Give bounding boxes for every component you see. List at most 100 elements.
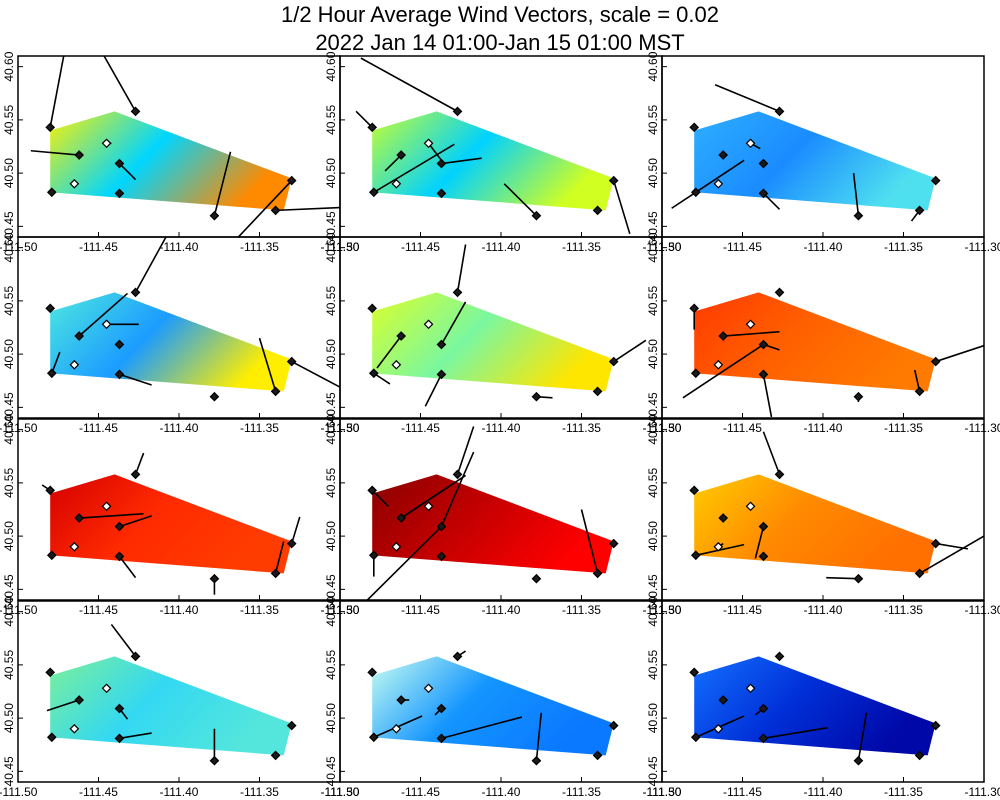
station-marker: [130, 469, 141, 480]
station-marker: [531, 391, 542, 402]
x-tick-label: -111.40: [482, 603, 521, 617]
y-tick-label: 40.50: [646, 703, 660, 733]
wind-vector: [119, 373, 152, 386]
wind-vector: [30, 149, 80, 156]
station-marker: [853, 755, 864, 766]
y-tick-label: 40.50: [2, 521, 16, 551]
wind-vector: [762, 192, 781, 210]
station-marker: [396, 513, 407, 523]
wind-vector: [612, 180, 631, 235]
station-marker: [718, 150, 729, 160]
x-tick-label: -111.50: [0, 603, 38, 617]
map-panel-8: -111.50 -111.45 -111.40 -111.35 -111.3040.45…: [321, 414, 682, 617]
y-tick-label: 40.50: [324, 703, 338, 733]
station-marker: [423, 683, 434, 694]
station-marker: [930, 356, 941, 367]
station-marker: [114, 188, 125, 199]
interpolated-field: [694, 292, 936, 392]
y-tick-label: 40.50: [2, 703, 16, 733]
wind-vector: [456, 426, 475, 475]
station-marker: [130, 287, 141, 298]
y-tick-label: 40.60: [646, 232, 660, 262]
station-marker: [436, 733, 447, 744]
y-tick-label: 40.50: [324, 158, 338, 188]
station-marker: [423, 138, 434, 149]
station-marker: [270, 568, 281, 579]
station-marker: [452, 106, 463, 117]
map-panel-6: -111.50 -111.45 -111.40 -111.35 -111.3040.45…: [643, 232, 1000, 435]
station-marker: [436, 703, 447, 714]
y-tick-label: 40.45: [2, 392, 16, 422]
y-tick-label: 40.55: [324, 468, 338, 498]
station-marker: [130, 651, 141, 662]
wind-vector: [456, 244, 467, 293]
wind-vector: [373, 143, 455, 193]
interpolated-field: [694, 474, 936, 574]
station-marker: [745, 683, 756, 694]
station-marker: [74, 695, 85, 705]
station-marker: [368, 187, 379, 198]
wind-vector: [371, 489, 389, 507]
interpolated-field: [372, 656, 614, 756]
station-marker: [774, 469, 785, 480]
y-tick-label: 40.60: [324, 51, 338, 81]
wind-vector: [682, 343, 764, 399]
station-marker: [758, 551, 769, 562]
x-tick-label: -111.35: [884, 240, 923, 254]
wind-vector: [503, 183, 537, 217]
y-tick-label: 40.50: [2, 158, 16, 188]
station-marker: [608, 175, 619, 186]
map-panel-3: -111.50 -111.45 -111.40 -111.35 -111.3040.45…: [643, 51, 1000, 254]
wind-vector: [103, 56, 137, 112]
y-tick-label: 40.55: [2, 286, 16, 316]
station-marker: [914, 386, 925, 397]
station-marker: [608, 720, 619, 731]
station-marker: [774, 651, 785, 662]
station-marker: [69, 723, 80, 734]
wind-vector: [275, 206, 340, 212]
y-tick-label: 40.45: [2, 756, 16, 786]
station-marker: [853, 573, 864, 584]
chart-title-line-2: 2022 Jan 14 01:00-Jan 15 01:00 MST: [315, 30, 685, 55]
station-marker: [436, 339, 447, 350]
station-marker: [130, 106, 141, 117]
wind-vector: [291, 360, 340, 389]
station-marker: [114, 369, 125, 380]
wind-vector: [213, 151, 232, 216]
station-marker: [436, 521, 447, 532]
map-panel-1: -111.50 -111.45 -111.40 -111.35 -111.3040.45…: [0, 51, 360, 254]
chart-title-line-1: 1/2 Hour Average Wind Vectors, scale = 0…: [280, 2, 719, 27]
station-marker: [436, 188, 447, 199]
y-tick-label: 40.55: [646, 105, 660, 135]
x-tick-label: -111.50: [643, 785, 682, 799]
wind-vector: [580, 509, 599, 574]
map-panel-10: -111.50 -111.45 -111.40 -111.35 -111.3040.45…: [0, 596, 360, 799]
wind-vector: [826, 576, 859, 580]
station-marker: [69, 541, 80, 552]
x-tick-label: -111.35: [240, 240, 279, 254]
map-panel-7: -111.50 -111.45 -111.40 -111.35 -111.3040.45…: [0, 414, 360, 617]
x-tick-label: -111.50: [0, 785, 38, 799]
station-marker: [209, 391, 220, 402]
wind-vector: [424, 373, 443, 407]
wind-vector: [754, 526, 765, 559]
y-tick-label: 40.55: [324, 650, 338, 680]
wind-vector: [78, 292, 129, 337]
x-tick-label: -111.45: [723, 785, 762, 799]
map-panel-4: -111.50 -111.45 -111.40 -111.35 -111.3040.45…: [0, 232, 360, 435]
station-marker: [114, 551, 125, 562]
x-tick-label: -111.45: [401, 421, 440, 435]
station-marker: [930, 538, 941, 549]
interpolated-field: [50, 656, 292, 756]
wind-vector: [857, 712, 868, 761]
station-marker: [592, 750, 603, 761]
wind-vector: [400, 485, 450, 519]
wind-vector: [440, 301, 467, 345]
y-tick-label: 40.45: [646, 574, 660, 604]
station-marker: [531, 573, 542, 584]
y-tick-label: 40.50: [646, 339, 660, 369]
y-tick-label: 40.60: [2, 596, 16, 626]
x-tick-label: -111.40: [804, 603, 843, 617]
station-marker: [930, 720, 941, 731]
station-marker: [45, 303, 56, 314]
